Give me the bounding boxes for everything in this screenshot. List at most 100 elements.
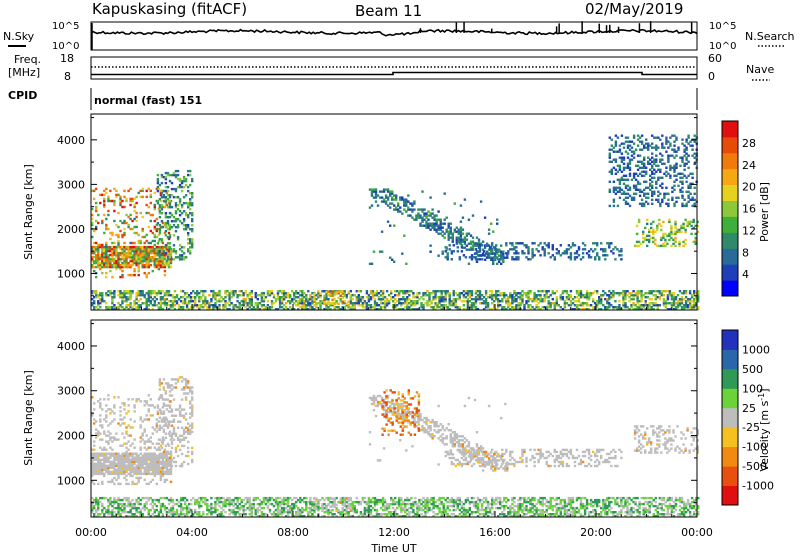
heatmap-cell [693,192,696,195]
heatmap-cell [466,302,470,305]
heatmap-cell [131,468,134,471]
heatmap-cell [163,454,167,457]
heatmap-cell [691,204,694,208]
heatmap-cell [123,296,126,299]
heatmap-cell [143,418,146,421]
heatmap-cell [457,232,460,235]
heatmap-cell [299,294,302,297]
heatmap-cell [143,241,146,245]
heatmap-cell [408,294,411,297]
heatmap-cell [577,300,581,303]
heatmap-cell [624,150,628,153]
heatmap-cell [166,216,170,219]
heatmap-cell [164,226,168,229]
heatmap-cell [125,458,128,461]
heatmap-cell [123,454,126,457]
heatmap-cell [97,304,100,307]
heatmap-cell [160,181,164,185]
heatmap-cell [187,189,190,193]
heatmap-cell [513,300,516,303]
heatmap-cell [172,250,176,253]
heatmap-cell [151,247,154,251]
heatmap-cell [143,456,146,459]
heatmap-cell [435,222,438,225]
heatmap-cell [163,257,167,261]
heatmap-cell [161,472,165,476]
heatmap-cell [645,146,648,149]
colorbar-swatch [722,121,738,138]
heatmap-cell [577,248,581,251]
heatmap-cell [115,253,118,257]
heatmap-cell [501,298,504,301]
heatmap-cell [119,472,122,476]
heatmap-cell [349,302,352,305]
heatmap-cell [125,300,128,303]
heatmap-cell [121,292,124,295]
heatmap-cell [429,212,432,215]
heatmap-cell [610,144,613,147]
heatmap-cell [151,426,154,429]
heatmap-cell [101,448,104,451]
heatmap-cell [579,294,583,297]
heatmap-cell [191,398,194,401]
heatmap-cell [159,410,163,413]
heatmap-cell [527,258,530,261]
heatmap-cell [657,200,660,203]
heatmap-cell [127,448,130,451]
heatmap-cell [187,216,190,219]
heatmap-cell [127,298,130,301]
heatmap-cell [369,308,373,311]
heatmap-cell [441,230,444,233]
heatmap-cell [681,180,684,183]
heatmap-cell [441,226,444,229]
heatmap-cell [119,267,122,271]
heatmap-cell [349,306,352,309]
heatmap-cell [555,304,558,307]
heatmap-cell [374,196,378,199]
heatmap-cell [113,502,116,506]
heatmap-cell [93,470,96,474]
heatmap-cell [174,450,178,454]
heatmap-cell [222,304,225,307]
heatmap-cell [135,225,138,229]
heatmap-cell [127,500,130,504]
heatmap-cell [517,302,520,305]
heatmap-cell [258,308,262,311]
heatmap-cell [250,296,253,299]
heatmap-cell [153,300,156,303]
heatmap-cell [101,466,104,469]
heatmap-cell [103,201,106,205]
heatmap-cell [151,452,154,455]
heatmap-cell [137,478,140,482]
heatmap-cell [280,302,284,305]
heatmap-cell [567,294,571,297]
heatmap-cell [99,201,102,205]
heatmap-cell [123,508,126,512]
heatmap-cell [327,294,330,297]
heatmap-cell [166,426,170,429]
heatmap-cell [636,182,640,185]
heatmap-cell [117,251,120,255]
heatmap-cell [622,306,625,309]
heatmap-cell [477,240,481,243]
heatmap-cell [95,470,98,474]
heatmap-cell [145,458,148,461]
heatmap-cell [139,298,142,301]
heatmap-cell [435,214,438,217]
heatmap-cell [577,298,581,301]
heatmap-cell [172,420,176,423]
heatmap-cell [652,294,655,297]
heatmap-cell [695,302,698,305]
heatmap-cell [571,244,575,247]
heatmap-cell [103,251,106,255]
heatmap-cell [500,254,503,257]
heatmap-cell [672,300,676,303]
heatmap-cell [159,478,163,482]
heatmap-cell [604,250,607,253]
heatmap-cell [117,482,120,486]
heatmap-cell [184,454,188,458]
heatmap-cell [442,304,445,307]
heatmap-cell [97,508,100,512]
heatmap-cell [95,466,98,469]
